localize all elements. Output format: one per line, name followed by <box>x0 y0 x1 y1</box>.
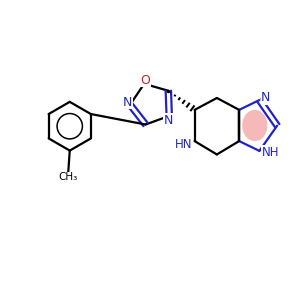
Text: N: N <box>123 96 132 109</box>
Text: NH: NH <box>262 146 279 159</box>
Text: HN: HN <box>175 138 192 151</box>
Text: N: N <box>164 114 173 127</box>
Ellipse shape <box>242 110 268 141</box>
Text: O: O <box>141 74 151 87</box>
Text: N: N <box>261 91 271 104</box>
Text: CH₃: CH₃ <box>58 172 78 182</box>
